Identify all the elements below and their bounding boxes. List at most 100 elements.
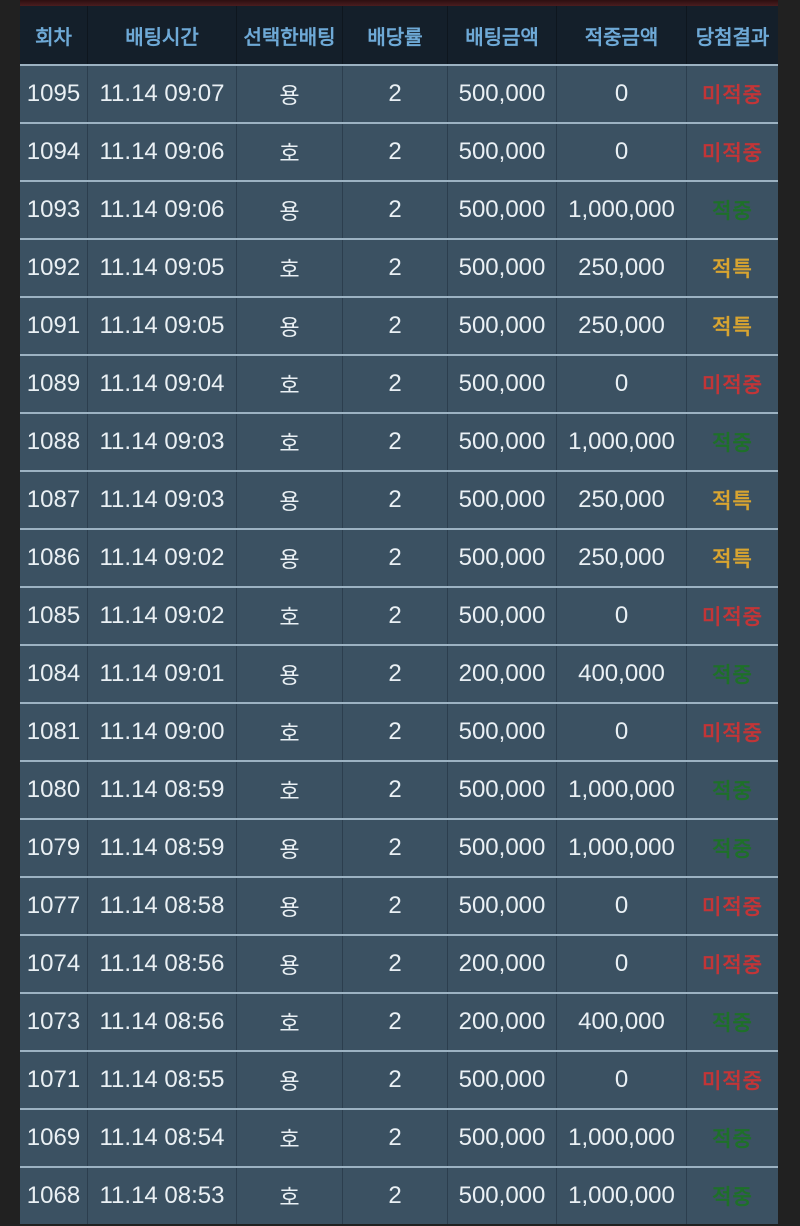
cell-bet-amount: 500,000 xyxy=(448,182,557,238)
header-round: 회차 xyxy=(20,6,88,64)
table-row: 1088 11.14 09:03 호 2 500,000 1,000,000 적중 xyxy=(20,412,778,470)
cell-pick: 호 xyxy=(237,240,343,296)
table-row: 1086 11.14 09:02 용 2 500,000 250,000 적특 xyxy=(20,528,778,586)
cell-bet-amount: 200,000 xyxy=(448,646,557,702)
cell-time: 11.14 09:02 xyxy=(88,530,237,586)
cell-time: 11.14 09:05 xyxy=(88,240,237,296)
cell-odds: 2 xyxy=(343,646,448,702)
cell-pick: 용 xyxy=(237,182,343,238)
cell-round: 1069 xyxy=(20,1110,88,1166)
cell-bet-amount: 500,000 xyxy=(448,762,557,818)
table-header-row: 회차 배팅시간 선택한배팅 배당률 배팅금액 적중금액 당첨결과 xyxy=(20,6,778,64)
cell-result: 미적중 xyxy=(702,896,763,919)
cell-odds: 2 xyxy=(343,1168,448,1224)
table-row: 1084 11.14 09:01 용 2 200,000 400,000 적중 xyxy=(20,644,778,702)
table-row: 1092 11.14 09:05 호 2 500,000 250,000 적특 xyxy=(20,238,778,296)
cell-time: 11.14 08:53 xyxy=(88,1168,237,1224)
table-row: 1077 11.14 08:58 용 2 500,000 0 미적중 xyxy=(20,876,778,934)
header-time: 배팅시간 xyxy=(88,6,237,64)
cell-round: 1084 xyxy=(20,646,88,702)
table-row: 1079 11.14 08:59 용 2 500,000 1,000,000 적중 xyxy=(20,818,778,876)
cell-bet-amount: 500,000 xyxy=(448,530,557,586)
cell-pick: 용 xyxy=(237,66,343,122)
header-bet-amount: 배팅금액 xyxy=(448,6,557,64)
cell-time: 11.14 08:59 xyxy=(88,820,237,876)
cell-round: 1077 xyxy=(20,878,88,934)
cell-result: 적중 xyxy=(712,1012,753,1035)
cell-odds: 2 xyxy=(343,936,448,992)
cell-bet-amount: 500,000 xyxy=(448,1110,557,1166)
cell-result: 미적중 xyxy=(702,722,763,745)
cell-time: 11.14 09:02 xyxy=(88,588,237,644)
cell-time: 11.14 09:03 xyxy=(88,472,237,528)
cell-round: 1093 xyxy=(20,182,88,238)
cell-time: 11.14 09:06 xyxy=(88,182,237,238)
cell-result: 적특 xyxy=(712,548,753,571)
cell-result: 적특 xyxy=(712,258,753,281)
cell-result: 적중 xyxy=(712,432,753,455)
cell-round: 1068 xyxy=(20,1168,88,1224)
cell-odds: 2 xyxy=(343,704,448,760)
cell-result: 미적중 xyxy=(702,84,763,107)
betting-history-table: 회차 배팅시간 선택한배팅 배당률 배팅금액 적중금액 당첨결과 1095 11.… xyxy=(20,0,778,1224)
table-row: 1094 11.14 09:06 호 2 500,000 0 미적중 xyxy=(20,122,778,180)
cell-pick: 용 xyxy=(237,936,343,992)
cell-round: 1086 xyxy=(20,530,88,586)
cell-result: 미적중 xyxy=(702,606,763,629)
cell-bet-amount: 500,000 xyxy=(448,588,557,644)
table-row: 1093 11.14 09:06 용 2 500,000 1,000,000 적중 xyxy=(20,180,778,238)
table-row: 1068 11.14 08:53 호 2 500,000 1,000,000 적중 xyxy=(20,1166,778,1224)
header-win-amount: 적중금액 xyxy=(557,6,687,64)
cell-win-amount: 250,000 xyxy=(557,298,687,354)
cell-odds: 2 xyxy=(343,878,448,934)
cell-time: 11.14 08:54 xyxy=(88,1110,237,1166)
cell-win-amount: 0 xyxy=(557,704,687,760)
cell-time: 11.14 08:58 xyxy=(88,878,237,934)
cell-win-amount: 0 xyxy=(557,356,687,412)
cell-pick: 호 xyxy=(237,1110,343,1166)
cell-bet-amount: 500,000 xyxy=(448,240,557,296)
cell-bet-amount: 500,000 xyxy=(448,820,557,876)
cell-pick: 용 xyxy=(237,298,343,354)
cell-time: 11.14 09:05 xyxy=(88,298,237,354)
cell-round: 1081 xyxy=(20,704,88,760)
cell-win-amount: 0 xyxy=(557,66,687,122)
cell-round: 1080 xyxy=(20,762,88,818)
cell-time: 11.14 08:56 xyxy=(88,994,237,1050)
cell-win-amount: 0 xyxy=(557,936,687,992)
cell-win-amount: 0 xyxy=(557,1052,687,1108)
cell-bet-amount: 200,000 xyxy=(448,936,557,992)
table-row: 1071 11.14 08:55 용 2 500,000 0 미적중 xyxy=(20,1050,778,1108)
cell-bet-amount: 500,000 xyxy=(448,704,557,760)
cell-pick: 용 xyxy=(237,878,343,934)
cell-odds: 2 xyxy=(343,240,448,296)
cell-odds: 2 xyxy=(343,994,448,1050)
cell-odds: 2 xyxy=(343,588,448,644)
cell-bet-amount: 500,000 xyxy=(448,298,557,354)
table-row: 1080 11.14 08:59 호 2 500,000 1,000,000 적중 xyxy=(20,760,778,818)
cell-bet-amount: 500,000 xyxy=(448,124,557,180)
cell-win-amount: 400,000 xyxy=(557,646,687,702)
cell-round: 1091 xyxy=(20,298,88,354)
cell-bet-amount: 500,000 xyxy=(448,356,557,412)
cell-round: 1087 xyxy=(20,472,88,528)
cell-odds: 2 xyxy=(343,762,448,818)
cell-time: 11.14 09:04 xyxy=(88,356,237,412)
cell-time: 11.14 08:56 xyxy=(88,936,237,992)
cell-pick: 호 xyxy=(237,704,343,760)
cell-time: 11.14 08:59 xyxy=(88,762,237,818)
cell-win-amount: 1,000,000 xyxy=(557,820,687,876)
table-row: 1091 11.14 09:05 용 2 500,000 250,000 적특 xyxy=(20,296,778,354)
cell-time: 11.14 09:01 xyxy=(88,646,237,702)
cell-time: 11.14 09:03 xyxy=(88,414,237,470)
cell-odds: 2 xyxy=(343,1052,448,1108)
cell-win-amount: 1,000,000 xyxy=(557,1110,687,1166)
cell-pick: 호 xyxy=(237,588,343,644)
cell-bet-amount: 500,000 xyxy=(448,878,557,934)
cell-pick: 호 xyxy=(237,762,343,818)
cell-bet-amount: 500,000 xyxy=(448,66,557,122)
table-row: 1081 11.14 09:00 호 2 500,000 0 미적중 xyxy=(20,702,778,760)
cell-round: 1085 xyxy=(20,588,88,644)
cell-round: 1079 xyxy=(20,820,88,876)
cell-pick: 호 xyxy=(237,414,343,470)
